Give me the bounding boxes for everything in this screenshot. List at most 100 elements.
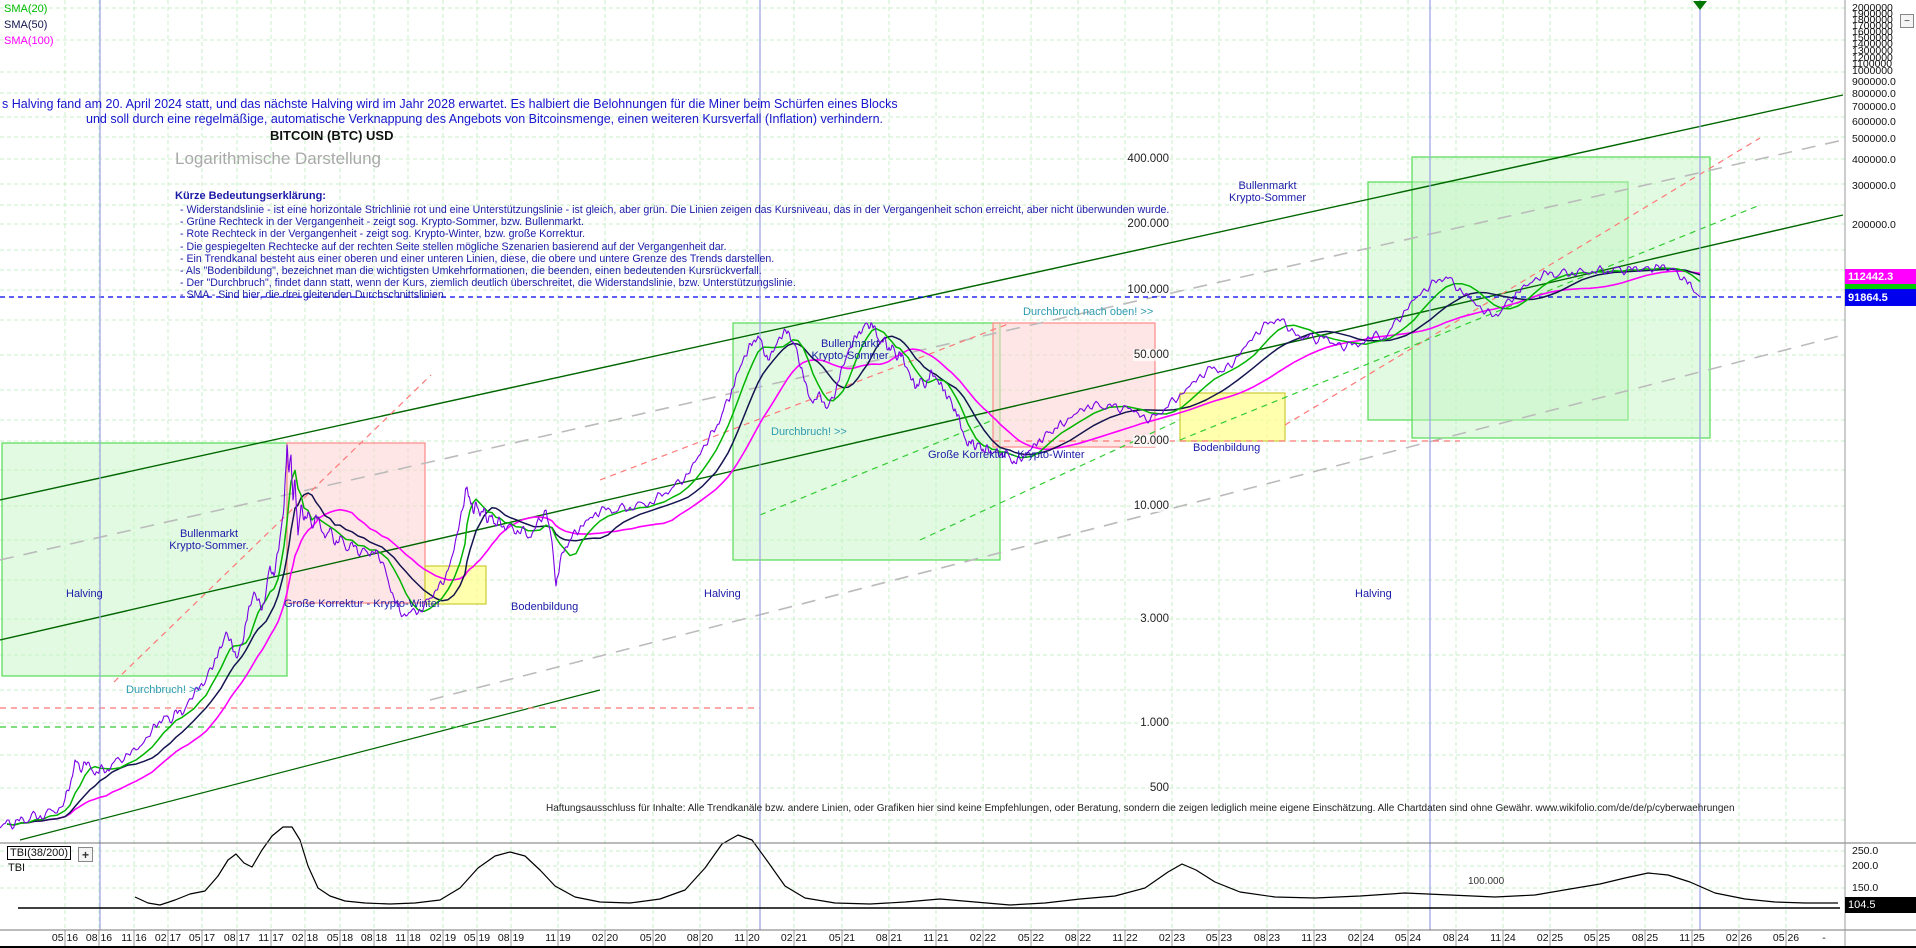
- price-axis-label: 10.000: [1132, 500, 1170, 512]
- trendline-trend-green-2020: [759, 419, 994, 516]
- date-axis-label: 08 17: [223, 932, 251, 944]
- price-axis-label: 1900000: [1852, 8, 1893, 20]
- date-axis-label: 02 18: [291, 932, 319, 944]
- label-bullmarket-2021: Bullenmarkt Krypto-Sommer: [811, 338, 889, 363]
- tbi-axis-label: 200.0: [1852, 860, 1879, 872]
- trendline-trend-red-2021: [599, 323, 1009, 481]
- date-axis-label: 02 20: [591, 932, 619, 944]
- price-axis-label: 500000.0: [1852, 133, 1896, 145]
- date-axis-label: 11 16: [121, 932, 147, 944]
- label-bullmarket-2025: Bullenmarkt Krypto-Sommer: [1228, 180, 1307, 205]
- legend-sma50: SMA(50): [4, 19, 48, 31]
- tbi-axis-label: 150.0: [1852, 882, 1879, 894]
- label-correction-2018: Große Korrektur - Krypto-Winter: [284, 598, 441, 610]
- trendline-channel-mid: [0, 214, 1844, 641]
- label-correction-2022: Große Korrektur - Krypto-Winter: [928, 449, 1085, 461]
- label-bottoming-2023: Bodenbildung: [1193, 442, 1261, 454]
- trendline-projection-gray-2: [429, 334, 1844, 701]
- price-axis-label: 1400000: [1852, 38, 1893, 50]
- price-axis-label: 600000.0: [1852, 116, 1896, 128]
- price-axis-label: 500: [1148, 782, 1170, 794]
- disclaimer-text: Haftungsausschluss für Inhalte: Alle Tre…: [546, 803, 1735, 814]
- trendline-support-early: [19, 689, 601, 841]
- label: - Der "Durchbruch", findet dann statt, w…: [180, 277, 796, 290]
- label: - SMA - Sind hier, die drei gleitenden D…: [180, 289, 447, 302]
- legend-sma20: SMA(20): [4, 3, 48, 15]
- label-halving-2020: Halving: [704, 588, 741, 600]
- price-axis-label: 800000.0: [1852, 88, 1896, 100]
- minimize-button[interactable]: −: [1900, 14, 1914, 28]
- date-axis-label: 02 17: [154, 932, 182, 944]
- date-axis-label: 05 16: [51, 932, 79, 944]
- date-axis-label: 11 17: [258, 932, 284, 944]
- price-axis-label: 1300000: [1852, 45, 1893, 57]
- price-axis-label: 200000.0: [1852, 219, 1896, 231]
- price-axis-label: 50.000: [1132, 349, 1170, 361]
- bottom-frame: [0, 946, 1916, 948]
- date-axis-label: 11 23: [1301, 932, 1327, 944]
- current-date-marker: [1693, 1, 1707, 10]
- date-axis-label: 08 24: [1442, 932, 1470, 944]
- date-axis-label: 08 16: [85, 932, 113, 944]
- price-axis-label: 300000.0: [1852, 180, 1896, 192]
- last-price-box: 91864.5: [1845, 289, 1916, 306]
- price-axis-label: 1000000: [1852, 65, 1893, 77]
- date-axis-label: 02 23: [1158, 932, 1186, 944]
- date-axis-label: 11 24: [1490, 932, 1516, 944]
- price-axis-label: 1100000: [1852, 58, 1893, 70]
- date-axis-label: 08 21: [875, 932, 903, 944]
- date-axis-label: 11 20: [734, 932, 760, 944]
- sma100-value-box: 112442.3: [1845, 269, 1916, 284]
- date-axis-label: 08 22: [1064, 932, 1092, 944]
- scenario-box-winter-2018: [286, 442, 426, 604]
- date-axis-label: 02 25: [1536, 932, 1564, 944]
- label: - Als "Bodenbildung", bezeichnet man die…: [180, 265, 762, 278]
- price-axis-label: 400000.0: [1852, 154, 1896, 166]
- sma100-line: [6, 270, 1701, 826]
- trendline-projection-gray-1: [0, 139, 1844, 561]
- date-axis-label: 11 25: [1679, 932, 1705, 944]
- tbi-add-button[interactable]: +: [78, 847, 93, 862]
- date-axis-label: 05 18: [326, 932, 354, 944]
- date-axis-label: 02 22: [969, 932, 997, 944]
- price-axis-label: 700000.0: [1852, 101, 1896, 113]
- date-axis-label: 05 25: [1583, 932, 1611, 944]
- date-axis-label: 05 24: [1394, 932, 1422, 944]
- tbi-indicator-title[interactable]: TBI(38/200): [7, 846, 72, 860]
- date-axis-label: 05 19: [463, 932, 491, 944]
- halving-note-line2: und soll durch eine regelmäßige, automat…: [86, 112, 883, 126]
- date-axis-label: 02 26: [1725, 932, 1753, 944]
- label: - Widerstandslinie - ist eine horizontal…: [180, 204, 1170, 216]
- label-halving-2024: Halving: [1355, 588, 1392, 600]
- label: - Ein Trendkanal besteht aus einer obere…: [180, 252, 775, 265]
- price-axis-label: 1800000: [1852, 14, 1893, 26]
- explanation-list: - Widerstandslinie - ist eine horizontal…: [180, 204, 1169, 302]
- trendline-trend-red-2025: [1284, 137, 1761, 426]
- label-bottoming-2019: Bodenbildung: [511, 601, 579, 613]
- date-axis-label: 02 24: [1347, 932, 1375, 944]
- label-bullmarket-2017: Bullenmarkt Krypto-Sommer.: [169, 528, 249, 553]
- price-axis-label: 100.000: [1126, 284, 1170, 296]
- tbi-curve: [134, 826, 1838, 906]
- date-axis-label: 05 23: [1205, 932, 1233, 944]
- explanation-title: Kürze Bedeutungserklärung:: [175, 190, 326, 202]
- trendline-trend-green-2023: [919, 419, 1181, 541]
- date-axis-label: 08 23: [1253, 932, 1281, 944]
- date-axis-label: 08 20: [686, 932, 714, 944]
- date-axis-label: 05 26: [1772, 932, 1800, 944]
- date-axis-label: 11 18: [395, 932, 421, 944]
- label: - Die gespiegelten Rechtecke auf der rec…: [180, 240, 727, 253]
- trendline-trend-red-2017: [113, 374, 432, 683]
- date-axis-label: 08 18: [360, 932, 388, 944]
- page-title: BITCOIN (BTC) USD: [270, 128, 394, 143]
- label: - Rote Rechteck in der Vergangenheit - z…: [180, 228, 586, 241]
- label-breakout-2016: Durchbruch! >>: [126, 684, 202, 696]
- price-axis-label: 20.000: [1132, 435, 1170, 447]
- scenario-box-winter-2022: [992, 322, 1156, 448]
- tbi-value-box: 104.5: [1845, 897, 1916, 913]
- price-axis-label: 200.000: [1126, 218, 1170, 230]
- price-axis-label: 900000.0: [1852, 76, 1896, 88]
- price-axis-label: 3.000: [1139, 613, 1170, 625]
- date-axis-label: 05 21: [828, 932, 856, 944]
